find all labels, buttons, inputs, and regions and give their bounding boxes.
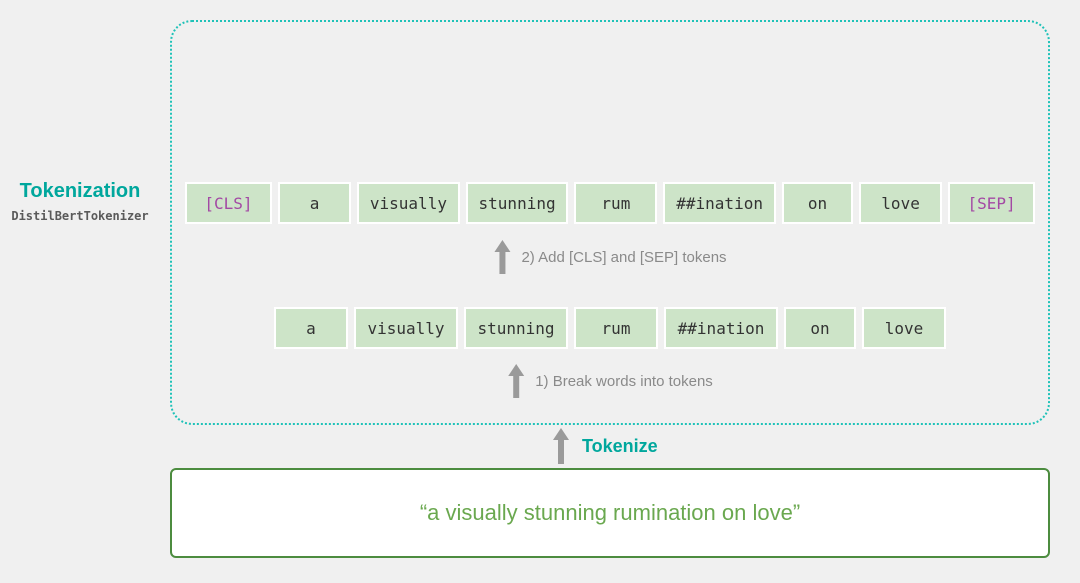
- step-2-label: 2) Add [CLS] and [SEP] tokens: [521, 249, 726, 266]
- tokenizer-class-name: DistilBertTokenizer: [0, 209, 160, 223]
- token: rum: [574, 182, 657, 224]
- side-label-block: Tokenization DistilBertTokenizer: [0, 180, 160, 223]
- token: stunning: [464, 307, 568, 349]
- token: love: [859, 182, 942, 224]
- special-token: [CLS]: [185, 182, 272, 224]
- token: on: [782, 182, 853, 224]
- token: visually: [354, 307, 458, 349]
- token: ##ination: [664, 307, 778, 349]
- tokenization-container: [CLS]avisuallystunningrum##inationonlove…: [170, 20, 1050, 425]
- step-1-label: 1) Break words into tokens: [535, 373, 713, 390]
- arrow-up-icon: [552, 428, 570, 464]
- token-row-base: avisuallystunningrum##inationonlove: [185, 307, 1035, 349]
- arrow-up-icon: [507, 364, 525, 398]
- tokenize-label: Tokenize: [582, 436, 658, 457]
- input-sentence-box: “a visually stunning rumination on love”: [170, 468, 1050, 558]
- arrow-step-2: 2) Add [CLS] and [SEP] tokens: [493, 240, 726, 274]
- token: visually: [357, 182, 460, 224]
- token-row-with-special: [CLS]avisuallystunningrum##inationonlove…: [185, 182, 1035, 224]
- special-token: [SEP]: [948, 182, 1035, 224]
- token: a: [278, 182, 351, 224]
- token: rum: [574, 307, 658, 349]
- tokenization-title: Tokenization: [0, 180, 160, 203]
- arrow-step-1: 1) Break words into tokens: [507, 364, 713, 398]
- token: a: [274, 307, 348, 349]
- token: love: [862, 307, 946, 349]
- token: ##ination: [663, 182, 775, 224]
- input-sentence-text: “a visually stunning rumination on love”: [420, 500, 800, 526]
- arrow-tokenize: Tokenize: [552, 428, 658, 464]
- arrow-up-icon: [493, 240, 511, 274]
- token: on: [784, 307, 856, 349]
- token: stunning: [466, 182, 569, 224]
